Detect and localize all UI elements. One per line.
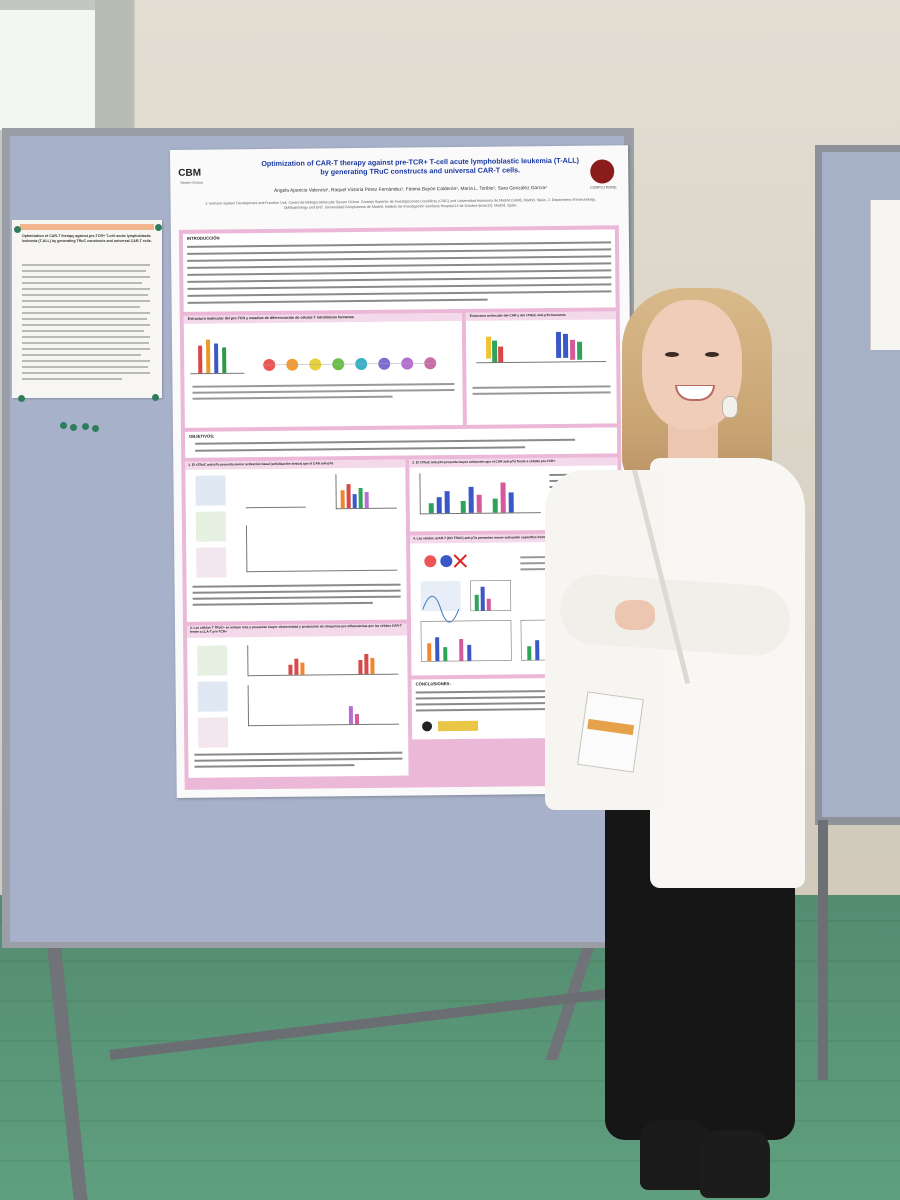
car-structure-panel: Estructura molecular del CAR y del cTRuC… (465, 311, 617, 425)
conclusions-heading: CONCLUSIONES: (415, 681, 451, 687)
intro-text-line (187, 241, 612, 248)
handout-text-line (22, 282, 142, 284)
handout-text-line (22, 306, 140, 308)
flow-plot (196, 547, 227, 578)
intro-text-line (187, 269, 612, 276)
handout-text-line (22, 354, 141, 356)
flow-plot (195, 511, 227, 542)
pushpin (92, 425, 99, 432)
intro-text-line (187, 290, 612, 297)
intro-text-line (187, 262, 612, 269)
funding-logo (421, 721, 433, 732)
handout-text-line (22, 276, 150, 278)
caption-line (194, 764, 355, 768)
handout-text-line (22, 342, 149, 344)
pushpin (18, 395, 25, 402)
cbm-logo: CBM (178, 167, 202, 179)
second-board-poster (870, 200, 900, 350)
boot-right (700, 1130, 770, 1198)
pushpin (152, 394, 159, 401)
handout-text-line (22, 312, 150, 314)
white-shirt-right (650, 458, 805, 888)
bar-plot (335, 473, 397, 510)
flow-plot (197, 681, 228, 712)
line-plot (245, 523, 398, 573)
handout-title: Optimization of CAR-T therapy against pr… (22, 234, 152, 243)
pushpin (82, 423, 89, 430)
name-badge (577, 691, 644, 773)
handout-text-line (22, 264, 150, 266)
handout-header-band (20, 224, 154, 230)
intro-text-line (187, 298, 488, 304)
cbm-logo-subtitle: Severo Ochoa (180, 180, 203, 185)
line-plot (247, 683, 400, 727)
person-hand (615, 600, 655, 630)
person-eye (665, 352, 679, 357)
flow-plot (195, 475, 226, 506)
intro-text-line (187, 248, 612, 255)
caption-line (192, 601, 373, 606)
earring (722, 396, 738, 418)
caption-line (194, 751, 403, 756)
objective-line (195, 446, 526, 452)
handout-sheet: Optimization of CAR-T therapy against pr… (12, 220, 162, 398)
caption-line (192, 595, 401, 600)
result-1-panel: 1. El cTRuC anti-pTα presenta menor acti… (185, 459, 407, 622)
handout-text-line (22, 288, 150, 290)
handout-text-line (22, 270, 146, 272)
flow-plot (197, 717, 229, 748)
handout-text-line (22, 330, 144, 332)
person-eye (705, 352, 719, 357)
caption-line (192, 589, 401, 594)
badge-stripe (587, 718, 635, 736)
car-trc-diagram (472, 331, 611, 395)
pretcr-structure-panel: Estructura molecular del pre-TCR y estad… (183, 312, 463, 428)
intro-text-line (187, 276, 612, 283)
bar-plot (419, 472, 541, 515)
intro-panel: INTRODUCCIÓN (182, 229, 616, 312)
handout-text-line (22, 372, 150, 374)
handout-text-line (22, 336, 150, 338)
poster-title: Optimization of CAR-T therapy against pr… (261, 155, 580, 177)
handout-text-line (22, 378, 122, 380)
histogram-plot (245, 480, 306, 509)
complutense-seal-icon (590, 159, 615, 184)
boot-left (640, 1120, 710, 1190)
handout-text-line (22, 366, 148, 368)
intro-text-line (187, 255, 612, 262)
handout-text-line (22, 294, 148, 296)
caption-line (194, 757, 403, 762)
handout-text-line (22, 300, 150, 302)
handout-text-line (22, 324, 150, 326)
handout-text-line (22, 348, 150, 350)
objectives-heading: OBJETIVOS: (188, 433, 215, 439)
flow-plot (197, 645, 228, 676)
second-board-leg (818, 820, 828, 1080)
poster-authors: Ángela Aparicio Valencia¹, Raquel Victor… (274, 186, 547, 194)
pushpin (155, 224, 162, 231)
objectives-panel: OBJETIVOS: (184, 427, 618, 458)
bar-plot (247, 643, 399, 677)
pushpin (14, 226, 21, 233)
objective-line (195, 438, 576, 445)
caption-line (192, 583, 401, 588)
intro-heading: INTRODUCCIÓN (186, 235, 220, 241)
thymocyte-diagram (190, 339, 455, 400)
window-glass (0, 10, 95, 130)
poster-affiliations: 1. Immune System Development and Functio… (205, 197, 596, 210)
handout-text-line (22, 360, 150, 362)
pushpin (60, 422, 67, 429)
funding-logo (437, 720, 479, 732)
intro-text-line (187, 283, 612, 290)
pushpin (70, 424, 77, 431)
result-3-panel: 3. Las células T TRuC+ se activan más y … (186, 623, 409, 778)
conclusion-line (415, 707, 566, 712)
handout-text-line (22, 318, 147, 320)
